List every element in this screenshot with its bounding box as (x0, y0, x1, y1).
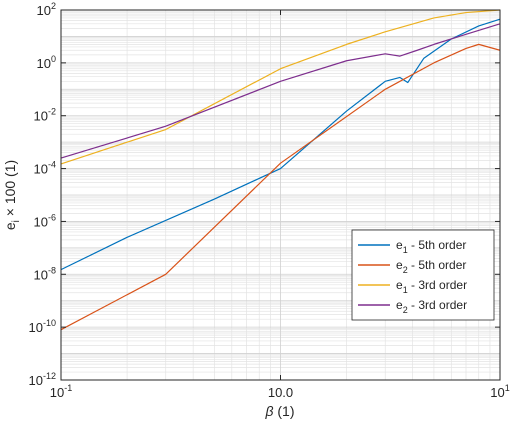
x-tick-label: 10-1 (50, 383, 72, 400)
series-line-1 (60, 18, 501, 271)
y-tick-label: 10-8 (34, 265, 56, 282)
y-tick-label: 10-6 (34, 212, 56, 229)
y-tick-label: 10-2 (34, 107, 56, 124)
y-tick-label: 10-12 (29, 371, 56, 388)
y-tick-label: 100 (37, 54, 56, 71)
x-axis-label: β (1) (265, 403, 295, 419)
series-line-2 (60, 43, 501, 331)
series-lines (60, 9, 501, 331)
y-tick-labels: 10-12 10-10 10-8 10-6 10-4 10-2 100 102 (29, 1, 56, 388)
legend-label-3: e1 - 3rd order (396, 278, 467, 295)
tick-marks (60, 9, 501, 381)
x-tick-labels: 10-1 10.0 101 (50, 383, 510, 400)
legend-label-2: e2 - 5th order (396, 258, 466, 275)
x-tick-label: 10.0 (268, 385, 293, 400)
series-line-3 (60, 9, 501, 165)
y-axis-label: ei × 100 (1) (2, 160, 22, 230)
y-tick-label: 10-4 (34, 160, 56, 177)
legend: e1 - 5th order e2 - 5th order e1 - 3rd ord… (351, 229, 495, 321)
series-line-4 (60, 23, 501, 159)
legend-label-1: e1 - 5th order (396, 238, 466, 255)
x-tick-label: 101 (490, 383, 509, 400)
y-tick-label: 102 (37, 1, 56, 18)
legend-label-4: e2 - 3rd order (396, 298, 467, 315)
y-tick-label: 10-10 (29, 318, 56, 335)
